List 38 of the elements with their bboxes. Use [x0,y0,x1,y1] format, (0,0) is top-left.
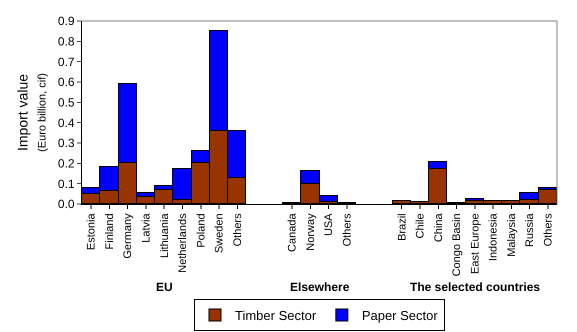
legend-label: Timber Sector [235,308,317,324]
x-tick-label: China [432,212,445,242]
x-tick-label: Canada [286,212,299,252]
x-tick-label: Netherlands [177,212,190,273]
text: EU [156,280,173,294]
x-tick-label: USA [323,212,336,236]
x-tick-label: Others [542,212,554,246]
x-tick-label: Malaysia [506,212,518,257]
x-tick-label: Russia [524,212,536,248]
x-tick-label: Others [341,212,354,246]
y-tick-label: 0.2 [58,156,75,171]
x-tick-label: Lithuania [158,212,171,258]
x-tick-label: Congo Basin [451,213,464,276]
legend-label: Paper Sector [362,308,438,324]
y-axis-title: Import value (Euro billion, cif) [14,73,49,152]
y-tick-label: 0.7 [58,54,75,69]
x-tick-label: Indonesia [488,212,500,262]
x-tick-label: Sweden [214,213,226,254]
y-tick-label: 0.6 [58,75,75,90]
y-tick-label: 0.3 [58,136,75,150]
text: 0.0 [58,197,75,212]
x-tick-label: Brazil [396,213,408,241]
y-tick-label: 0.5 [58,96,75,110]
x-tick-label: Others [232,212,244,246]
x-tick-label: Finland [104,213,116,250]
y-tick-label: 0.4 [58,116,75,130]
text: Elsewhere [290,280,350,294]
x-tick-label: Germany [122,212,134,259]
text: The selected countries [410,280,540,294]
x-tick-label: Latvia [140,212,153,243]
y-tick-label: 0.1 [58,176,75,191]
y-tick-label: 0.9 [58,14,75,28]
x-tick-label: Estonia [86,212,98,250]
x-tick-label: East Europe [469,213,482,274]
x-tick-label: Chile [414,213,427,238]
x-tick-label: Poland [195,213,208,248]
y-tick-label: 0.8 [58,34,75,49]
x-tick-label: Norway [304,212,317,251]
